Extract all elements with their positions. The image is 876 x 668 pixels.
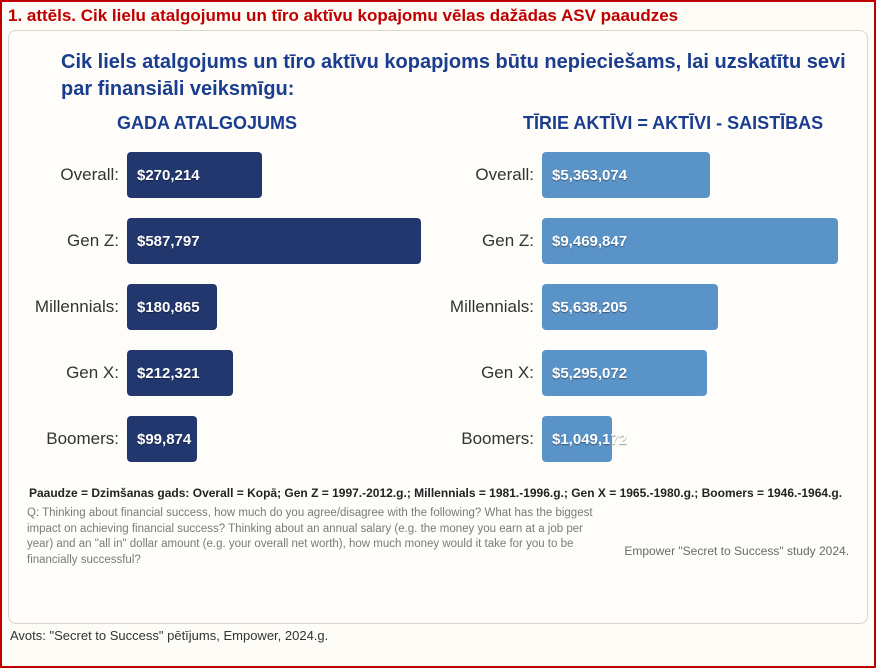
- chart-row: Gen Z:$9,469,847: [442, 208, 849, 274]
- salary-chart: Overall:$270,214Gen Z:$587,797Millennial…: [27, 142, 434, 472]
- bar-area: $5,363,074: [542, 152, 849, 198]
- bar: $5,638,205: [542, 284, 718, 330]
- category-label: Gen X:: [27, 363, 127, 383]
- figure-container: 1. attēls. Cik lielu atalgojumu un tīro …: [0, 0, 876, 668]
- category-label: Overall:: [442, 165, 542, 185]
- right-heading: TĪRIE AKTĪVI = AKTĪVI - SAISTĪBAS: [523, 113, 849, 134]
- bar-value-label: $587,797: [127, 233, 200, 250]
- bar-value-label: $5,638,205: [542, 299, 627, 316]
- charts-row: Overall:$270,214Gen Z:$587,797Millennial…: [27, 142, 849, 472]
- bar-value-label: $5,295,072: [542, 365, 627, 382]
- chart-row: Gen Z:$587,797: [27, 208, 434, 274]
- bar: $270,214: [127, 152, 262, 198]
- networth-chart: Overall:$5,363,074Gen Z:$9,469,847Millen…: [442, 142, 849, 472]
- study-label: Empower "Secret to Success" study 2024.: [624, 544, 849, 568]
- bar-area: $587,797: [127, 218, 434, 264]
- bar: $180,865: [127, 284, 217, 330]
- chart-row: Millennials:$5,638,205: [442, 274, 849, 340]
- bar: $1,049,172: [542, 416, 612, 462]
- figure-title: 1. attēls. Cik lielu atalgojumu un tīro …: [8, 6, 868, 26]
- bar-area: $5,295,072: [542, 350, 849, 396]
- bar: $212,321: [127, 350, 233, 396]
- chart-row: Gen X:$5,295,072: [442, 340, 849, 406]
- chart-row: Millennials:$180,865: [27, 274, 434, 340]
- question-text: Q: Thinking about financial success, how…: [27, 506, 606, 568]
- bar: $5,363,074: [542, 152, 710, 198]
- bar-value-label: $5,363,074: [542, 167, 627, 184]
- bar-value-label: $99,874: [127, 431, 191, 448]
- bar-area: $99,874: [127, 416, 434, 462]
- bar-value-label: $212,321: [127, 365, 200, 382]
- bar: $9,469,847: [542, 218, 838, 264]
- bar-area: $9,469,847: [542, 218, 849, 264]
- chart-row: Gen X:$212,321: [27, 340, 434, 406]
- bar-value-label: $9,469,847: [542, 233, 627, 250]
- bar-area: $1,049,172: [542, 416, 849, 462]
- bar-value-label: $270,214: [127, 167, 200, 184]
- bar-area: $212,321: [127, 350, 434, 396]
- bar-area: $180,865: [127, 284, 434, 330]
- source-text: Avots: "Secret to Success" pētījums, Emp…: [10, 628, 868, 643]
- chart-row: Overall:$270,214: [27, 142, 434, 208]
- bar-area: $5,638,205: [542, 284, 849, 330]
- category-label: Gen Z:: [27, 231, 127, 251]
- generation-definitions: Paaudze = Dzimšanas gads: Overall = Kopā…: [29, 486, 847, 500]
- footer-row: Q: Thinking about financial success, how…: [27, 506, 849, 568]
- subtitle: Cik liels atalgojums un tīro aktīvu kopa…: [61, 49, 849, 103]
- chart-row: Overall:$5,363,074: [442, 142, 849, 208]
- category-label: Boomers:: [27, 429, 127, 449]
- bar-value-label: $180,865: [127, 299, 200, 316]
- bar-area: $270,214: [127, 152, 434, 198]
- left-heading: GADA ATALGOJUMS: [117, 113, 443, 134]
- category-label: Millennials:: [442, 297, 542, 317]
- bar: $587,797: [127, 218, 421, 264]
- category-label: Overall:: [27, 165, 127, 185]
- bar-value-label: $1,049,172: [542, 431, 627, 448]
- category-label: Boomers:: [442, 429, 542, 449]
- chart-row: Boomers:$1,049,172: [442, 406, 849, 472]
- bar: $99,874: [127, 416, 197, 462]
- category-label: Gen Z:: [442, 231, 542, 251]
- bar: $5,295,072: [542, 350, 707, 396]
- category-label: Gen X:: [442, 363, 542, 383]
- chart-panel: Cik liels atalgojums un tīro aktīvu kopa…: [8, 30, 868, 624]
- category-label: Millennials:: [27, 297, 127, 317]
- column-headings: GADA ATALGOJUMS TĪRIE AKTĪVI = AKTĪVI - …: [117, 113, 849, 134]
- chart-row: Boomers:$99,874: [27, 406, 434, 472]
